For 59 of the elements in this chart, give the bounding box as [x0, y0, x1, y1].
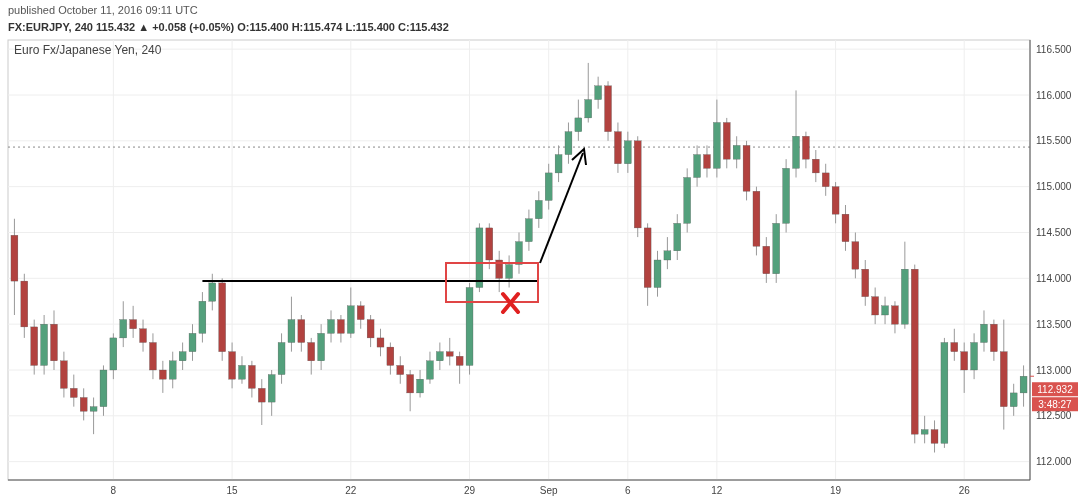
- candlestick: [169, 351, 177, 389]
- x-tick-label: 26: [958, 485, 971, 496]
- candlestick: [891, 300, 899, 334]
- text: 3:48:27: [1038, 398, 1073, 410]
- chart-title: Euro Fx/Japanese Yen, 240: [14, 43, 162, 57]
- y-tick-label: 112.500: [1036, 410, 1072, 422]
- x-tick-label: 8: [110, 485, 117, 496]
- candlestick: [693, 144, 701, 188]
- candlestick: [159, 360, 167, 394]
- y-tick-label: 114.500: [1036, 227, 1072, 238]
- y-tick-label: 113.500: [1036, 318, 1072, 330]
- x-tick-label: 19: [830, 485, 842, 496]
- candlestick: [703, 144, 711, 178]
- y-tick-label: 114.000: [1036, 272, 1072, 284]
- x-tick-label: 12: [711, 485, 723, 496]
- x-tick-label: 29: [463, 485, 476, 496]
- candlestick: [525, 209, 533, 252]
- candlestick: [70, 374, 78, 408]
- candlestick: [802, 131, 810, 169]
- candlestick: [871, 287, 879, 325]
- candlestick: [119, 300, 127, 348]
- y-tick-label: 116.000: [1036, 89, 1072, 101]
- candlestick: [406, 369, 414, 412]
- candlestick: [238, 355, 246, 385]
- candlestick: [446, 337, 454, 366]
- candlestick: [426, 351, 434, 385]
- chart-subtitle: FX:EURJPY, 240 115.432 ▲ +0.058 (+0.05%) O:115.400 H:115.474 L:115.400 C:115.432: [8, 21, 449, 33]
- candlestick: [960, 342, 968, 394]
- x-tick-label: 15: [226, 485, 239, 496]
- x-tick-label: 22: [345, 485, 357, 496]
- candlestick: [436, 342, 444, 371]
- candlestick: [129, 305, 137, 339]
- candlestick: [980, 309, 988, 353]
- candlestick: [396, 355, 404, 385]
- candlestick: [416, 369, 424, 398]
- candlestick: [327, 309, 335, 343]
- x-tick-label: Sep: [539, 485, 559, 496]
- candlestick: [515, 232, 523, 275]
- candlestick: [307, 337, 315, 376]
- candlestick: [258, 378, 266, 426]
- candlestick: [881, 296, 889, 325]
- candlestick: [337, 314, 345, 343]
- y-tick-label: 112.000: [1036, 456, 1072, 468]
- text: published October 11, 2016 09:11 UTC: [8, 4, 198, 16]
- x-tick-label: 6: [625, 485, 632, 496]
- y-tick-label: 115.000: [1036, 181, 1072, 193]
- candlestick: [495, 250, 503, 293]
- candlestick: [584, 62, 592, 123]
- candlestick: [624, 131, 632, 174]
- text: 112.932: [1037, 383, 1074, 395]
- candlestick: [594, 76, 602, 110]
- y-tick-label: 113.000: [1036, 364, 1072, 376]
- y-tick-label: 116.500: [1036, 43, 1072, 55]
- y-tick-label: 115.500: [1036, 135, 1072, 147]
- candlestick: [505, 254, 513, 288]
- candlestick: [535, 190, 543, 229]
- candlestick: [812, 149, 820, 183]
- candlestick: [139, 319, 147, 353]
- candlestick: [248, 360, 256, 398]
